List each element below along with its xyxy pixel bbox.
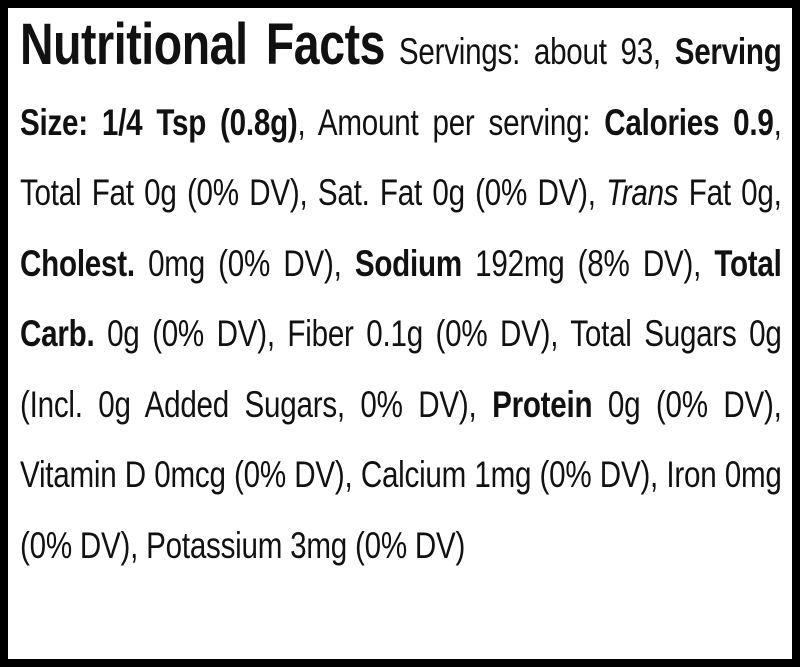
label-run: , Amount per serving: [297,101,591,143]
label-run: 0mg (0% DV), [148,242,342,284]
label-run: Trans [606,172,679,213]
label-text: Nutritional Facts Servings: about 93, Se… [20,10,782,581]
label-run: Calories 0.9 [604,101,774,143]
label-title: Nutritional Facts [20,12,386,77]
label-run: Servings: about 93, [398,31,661,72]
label-run: Cholest. [20,242,135,284]
label-run: Fat 0g, [688,172,782,213]
label-run: Sodium [354,242,462,284]
label-run: , Total Fat 0g (0% DV), Sat. Fat 0g (0% … [20,101,782,214]
label-run: 0g (0% DV), Fiber 0.1g (0% DV), Total Su… [20,313,782,425]
label-run: Total Carb. [20,242,782,355]
label-run: Serving Size: 1/4 Tsp (0.8g) [20,31,782,143]
label-run: Protein [492,383,593,425]
label-run: 0g (0% DV), Vitamin D 0mcg (0% DV), Calc… [20,383,782,566]
label-body: Nutritional Facts Servings: about 93, Se… [20,10,782,659]
label-run: 192mg (8% DV), [475,242,702,284]
